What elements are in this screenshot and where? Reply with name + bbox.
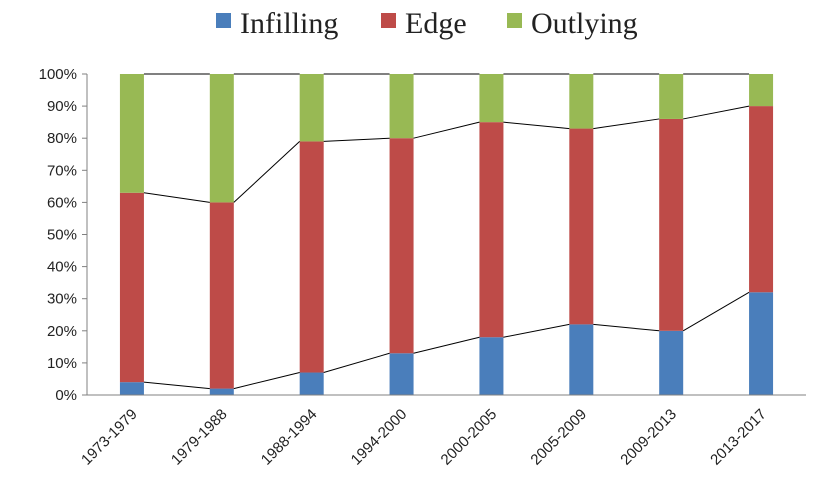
y-tick-label: 50% [47, 227, 77, 244]
bar-edge-2009-2013 [659, 118, 684, 331]
bar-outlying-1973-1979 [119, 74, 144, 193]
legend-label-outlying: Outlying [531, 7, 638, 40]
legend-label-infilling: Infilling [240, 7, 338, 40]
bars [119, 74, 774, 395]
bar-edge-2005-2009 [569, 128, 594, 325]
bar-outlying-2009-2013 [659, 74, 684, 119]
bar-infilling-1994-2000 [389, 353, 414, 395]
bar-infilling-1979-1988 [209, 388, 234, 395]
y-tick-label: 60% [47, 194, 77, 211]
bar-outlying-1988-1994 [299, 74, 324, 142]
y-tick-label: 90% [47, 98, 77, 115]
x-tick-label: 2013-2017 [707, 406, 770, 469]
series-lines [143, 73, 750, 390]
series-line-edge [143, 105, 750, 203]
bar-outlying-2000-2005 [479, 74, 504, 123]
legend-swatch-outlying [507, 13, 522, 28]
x-tick-label: 1994-2000 [348, 406, 411, 469]
y-axis: 0% 10% 20% 30% 40% 50% 60% 70% 80% 90% 100% [39, 66, 88, 404]
legend: Infilling Edge Outlying [216, 7, 638, 40]
bar-outlying-2005-2009 [569, 74, 594, 129]
bar-infilling-1988-1994 [299, 372, 324, 395]
bar-edge-2000-2005 [479, 122, 504, 338]
bar-outlying-1994-2000 [389, 74, 414, 139]
bar-edge-1988-1994 [299, 141, 324, 373]
bar-infilling-2005-2009 [569, 324, 594, 395]
bar-infilling-2000-2005 [479, 337, 504, 395]
bar-edge-1979-1988 [209, 202, 234, 389]
legend-label-edge: Edge [405, 7, 467, 40]
y-tick-label: 70% [47, 162, 77, 179]
bar-edge-1973-1979 [119, 192, 144, 383]
bar-infilling-2013-2017 [749, 292, 774, 395]
y-tick-label: 80% [47, 130, 77, 147]
x-tick-label: 1988-1994 [258, 406, 321, 469]
y-tick-label: 0% [55, 387, 77, 404]
x-tick-label: 1979-1988 [168, 406, 231, 469]
x-tick-label: 2009-2013 [617, 406, 680, 469]
bar-outlying-2013-2017 [749, 74, 774, 107]
y-tick-label: 40% [47, 259, 77, 276]
legend-swatch-infilling [216, 13, 231, 28]
bar-infilling-2009-2013 [659, 330, 684, 395]
bar-infilling-1973-1979 [119, 382, 144, 395]
x-tick-label: 2000-2005 [438, 406, 501, 469]
legend-swatch-edge [381, 13, 396, 28]
bar-edge-1994-2000 [389, 138, 414, 354]
bar-outlying-1979-1988 [209, 74, 234, 203]
y-tick-label: 100% [39, 66, 77, 83]
x-tick-label: 2005-2009 [527, 406, 590, 469]
x-tick-label: 1973-1979 [78, 406, 141, 469]
y-tick-label: 20% [47, 323, 77, 340]
bar-edge-2013-2017 [749, 106, 774, 293]
y-tick-label: 10% [47, 355, 77, 372]
series-line-infilling [143, 291, 750, 390]
y-tick-label: 30% [47, 291, 77, 308]
x-axis: 1973-1979 1979-1988 1988-1994 1994-2000 2000… [78, 394, 806, 469]
